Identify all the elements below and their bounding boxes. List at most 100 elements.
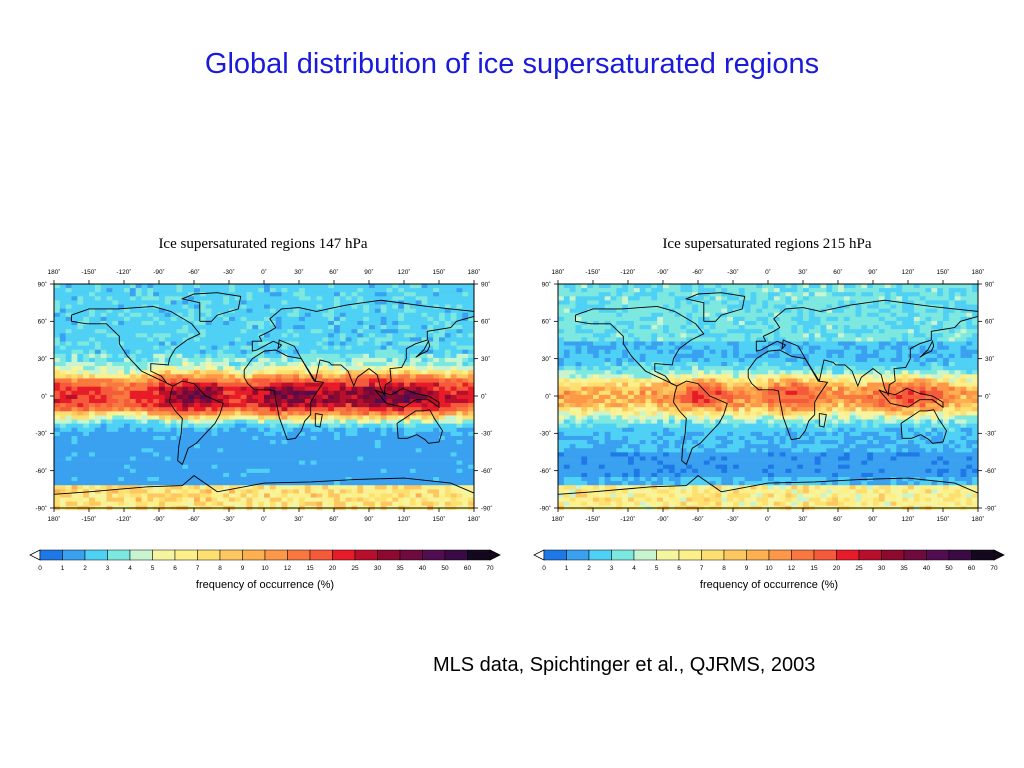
map-cell (421, 431, 428, 437)
map-cell (738, 329, 745, 334)
map-cell (287, 374, 294, 379)
map-cell (351, 300, 358, 305)
map-cell (118, 349, 125, 355)
map-cell (380, 403, 387, 408)
map-cell (398, 407, 405, 412)
map-cell (304, 481, 311, 486)
map-cell (878, 288, 885, 293)
map-cell (363, 493, 370, 498)
map-cell (194, 411, 201, 416)
map-cell (439, 329, 446, 334)
map-cell (316, 337, 323, 342)
map-cell (217, 308, 224, 314)
map-cell (83, 308, 90, 314)
map-cell (392, 435, 399, 441)
map-cell (118, 308, 125, 314)
map-cell (380, 423, 387, 429)
map-cell (334, 308, 341, 314)
map-cell (182, 489, 189, 494)
map-cell (293, 374, 300, 379)
map-cell (374, 382, 381, 387)
map-cell (89, 394, 96, 400)
map-cell (252, 353, 259, 359)
map-cell (727, 312, 734, 318)
map-cell (398, 501, 405, 507)
map-cell (750, 304, 757, 309)
map-cell (468, 464, 475, 470)
map-cell (100, 489, 107, 494)
map-cell (890, 296, 897, 301)
map-cell (71, 477, 78, 482)
map-cell (386, 481, 393, 486)
map-cell (808, 300, 815, 305)
map-cell (890, 325, 897, 330)
map-cell (54, 415, 61, 420)
map-cell (363, 501, 370, 507)
map-cell (750, 284, 757, 289)
map-cell (468, 497, 475, 502)
map-cell (363, 362, 370, 367)
map-cell (433, 316, 440, 322)
map-cell (316, 419, 323, 424)
map-cell (462, 394, 469, 400)
map-cell (199, 419, 206, 424)
map-cell (287, 370, 294, 375)
map-cell (124, 477, 131, 482)
map-cell (164, 390, 171, 396)
map-cell (269, 292, 276, 297)
map-cell (380, 468, 387, 474)
map-cell (791, 304, 798, 309)
map-cell (170, 386, 177, 392)
map-cell (563, 304, 570, 309)
map-cell (698, 288, 705, 293)
map-cell (462, 452, 469, 457)
map-cell (386, 304, 393, 309)
map-cell (293, 448, 300, 453)
map-cell (246, 448, 253, 453)
map-cell (633, 288, 640, 293)
map-cell (814, 320, 821, 326)
map-cell (444, 288, 451, 293)
map-cell (65, 456, 72, 461)
map-cell (83, 452, 90, 457)
map-cell (229, 341, 236, 346)
map-cell (421, 485, 428, 490)
map-cell (421, 362, 428, 367)
map-cell (843, 316, 850, 322)
map-cell (89, 440, 96, 445)
map-cell (415, 403, 422, 408)
map-cell (462, 333, 469, 338)
colorbar-swatch (152, 549, 176, 561)
map-cell (433, 411, 440, 416)
map-cell (380, 464, 387, 470)
map-cell (194, 489, 201, 494)
map-cell (94, 403, 101, 408)
map-cell (153, 308, 160, 314)
map-cell (211, 468, 218, 474)
map-cell (153, 448, 160, 453)
map-cell (415, 357, 422, 363)
map-cell (77, 386, 84, 392)
map-cell (176, 444, 183, 449)
map-cell (229, 300, 236, 305)
map-cell (240, 284, 247, 289)
map-cell (357, 345, 364, 351)
map-cell (738, 320, 745, 326)
map-cell (345, 386, 352, 392)
map-cell (194, 316, 201, 322)
map-cell (421, 440, 428, 445)
map-cell (363, 292, 370, 297)
map-cell (182, 394, 189, 400)
map-cell (176, 435, 183, 441)
map-cell (258, 493, 265, 498)
map-cell (293, 493, 300, 498)
map-cell (246, 353, 253, 359)
map-cell (217, 448, 224, 453)
map-cell (832, 292, 839, 297)
map-cell (409, 382, 416, 387)
map-cell (223, 419, 230, 424)
map-cell (135, 403, 142, 408)
map-cell (299, 333, 306, 338)
map-cell (252, 403, 259, 408)
map-cell (832, 329, 839, 334)
